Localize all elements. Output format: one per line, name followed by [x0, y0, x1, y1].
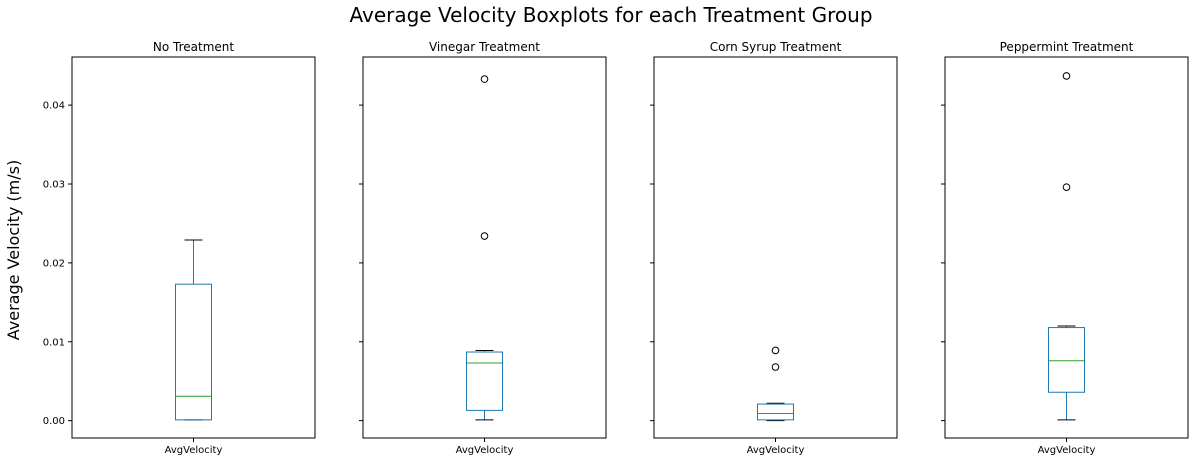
- axes-frame: [653, 56, 898, 439]
- y-tick-label: 0.00: [43, 416, 65, 427]
- panel-title: No Treatment: [153, 40, 234, 54]
- x-tick-label: AvgVelocity: [747, 445, 805, 456]
- x-tick-label: AvgVelocity: [1038, 445, 1096, 456]
- y-axis-label: Average Velocity (m/s): [4, 160, 23, 340]
- panel-title: Corn Syrup Treatment: [710, 40, 842, 54]
- axes-frame: [944, 56, 1189, 439]
- iqr-box: [466, 351, 503, 411]
- panel-1: No Treatment 0.00 0.01 0.02 0.03 0.04 AvgVeloc…: [43, 40, 316, 456]
- axes-frame: [71, 56, 316, 439]
- y-tick-label: 0.04: [43, 101, 65, 112]
- outlier-point: [1062, 72, 1071, 80]
- outlier-point: [771, 346, 780, 355]
- panel-title: Peppermint Treatment: [1000, 40, 1134, 54]
- y-tick-label: 0.02: [43, 258, 65, 269]
- panel-3: Corn Syrup Treatment AvgVelocity: [650, 40, 898, 456]
- outlier-point: [771, 363, 780, 371]
- axes-frame: [362, 56, 607, 439]
- iqr-box: [757, 403, 794, 421]
- outlier-point: [1062, 183, 1071, 191]
- iqr-box: [175, 283, 212, 421]
- y-tick-label: 0.01: [43, 337, 65, 348]
- figure-title: Average Velocity Boxplots for each Treat…: [349, 3, 872, 27]
- outlier-point: [480, 232, 489, 240]
- panels: No Treatment 0.00 0.01 0.02 0.03 0.04 AvgVeloc…: [43, 40, 1189, 456]
- iqr-box: [1048, 327, 1085, 393]
- outlier-point: [480, 75, 489, 83]
- panel-title: Vinegar Treatment: [429, 40, 540, 54]
- y-tick-label: 0.03: [43, 180, 65, 191]
- x-tick-label: AvgVelocity: [456, 445, 514, 456]
- panel-4: Peppermint Treatment AvgVelocity: [941, 40, 1189, 456]
- panel-2: Vinegar Treatment AvgVelocity: [359, 40, 607, 456]
- x-tick-label: AvgVelocity: [165, 445, 223, 456]
